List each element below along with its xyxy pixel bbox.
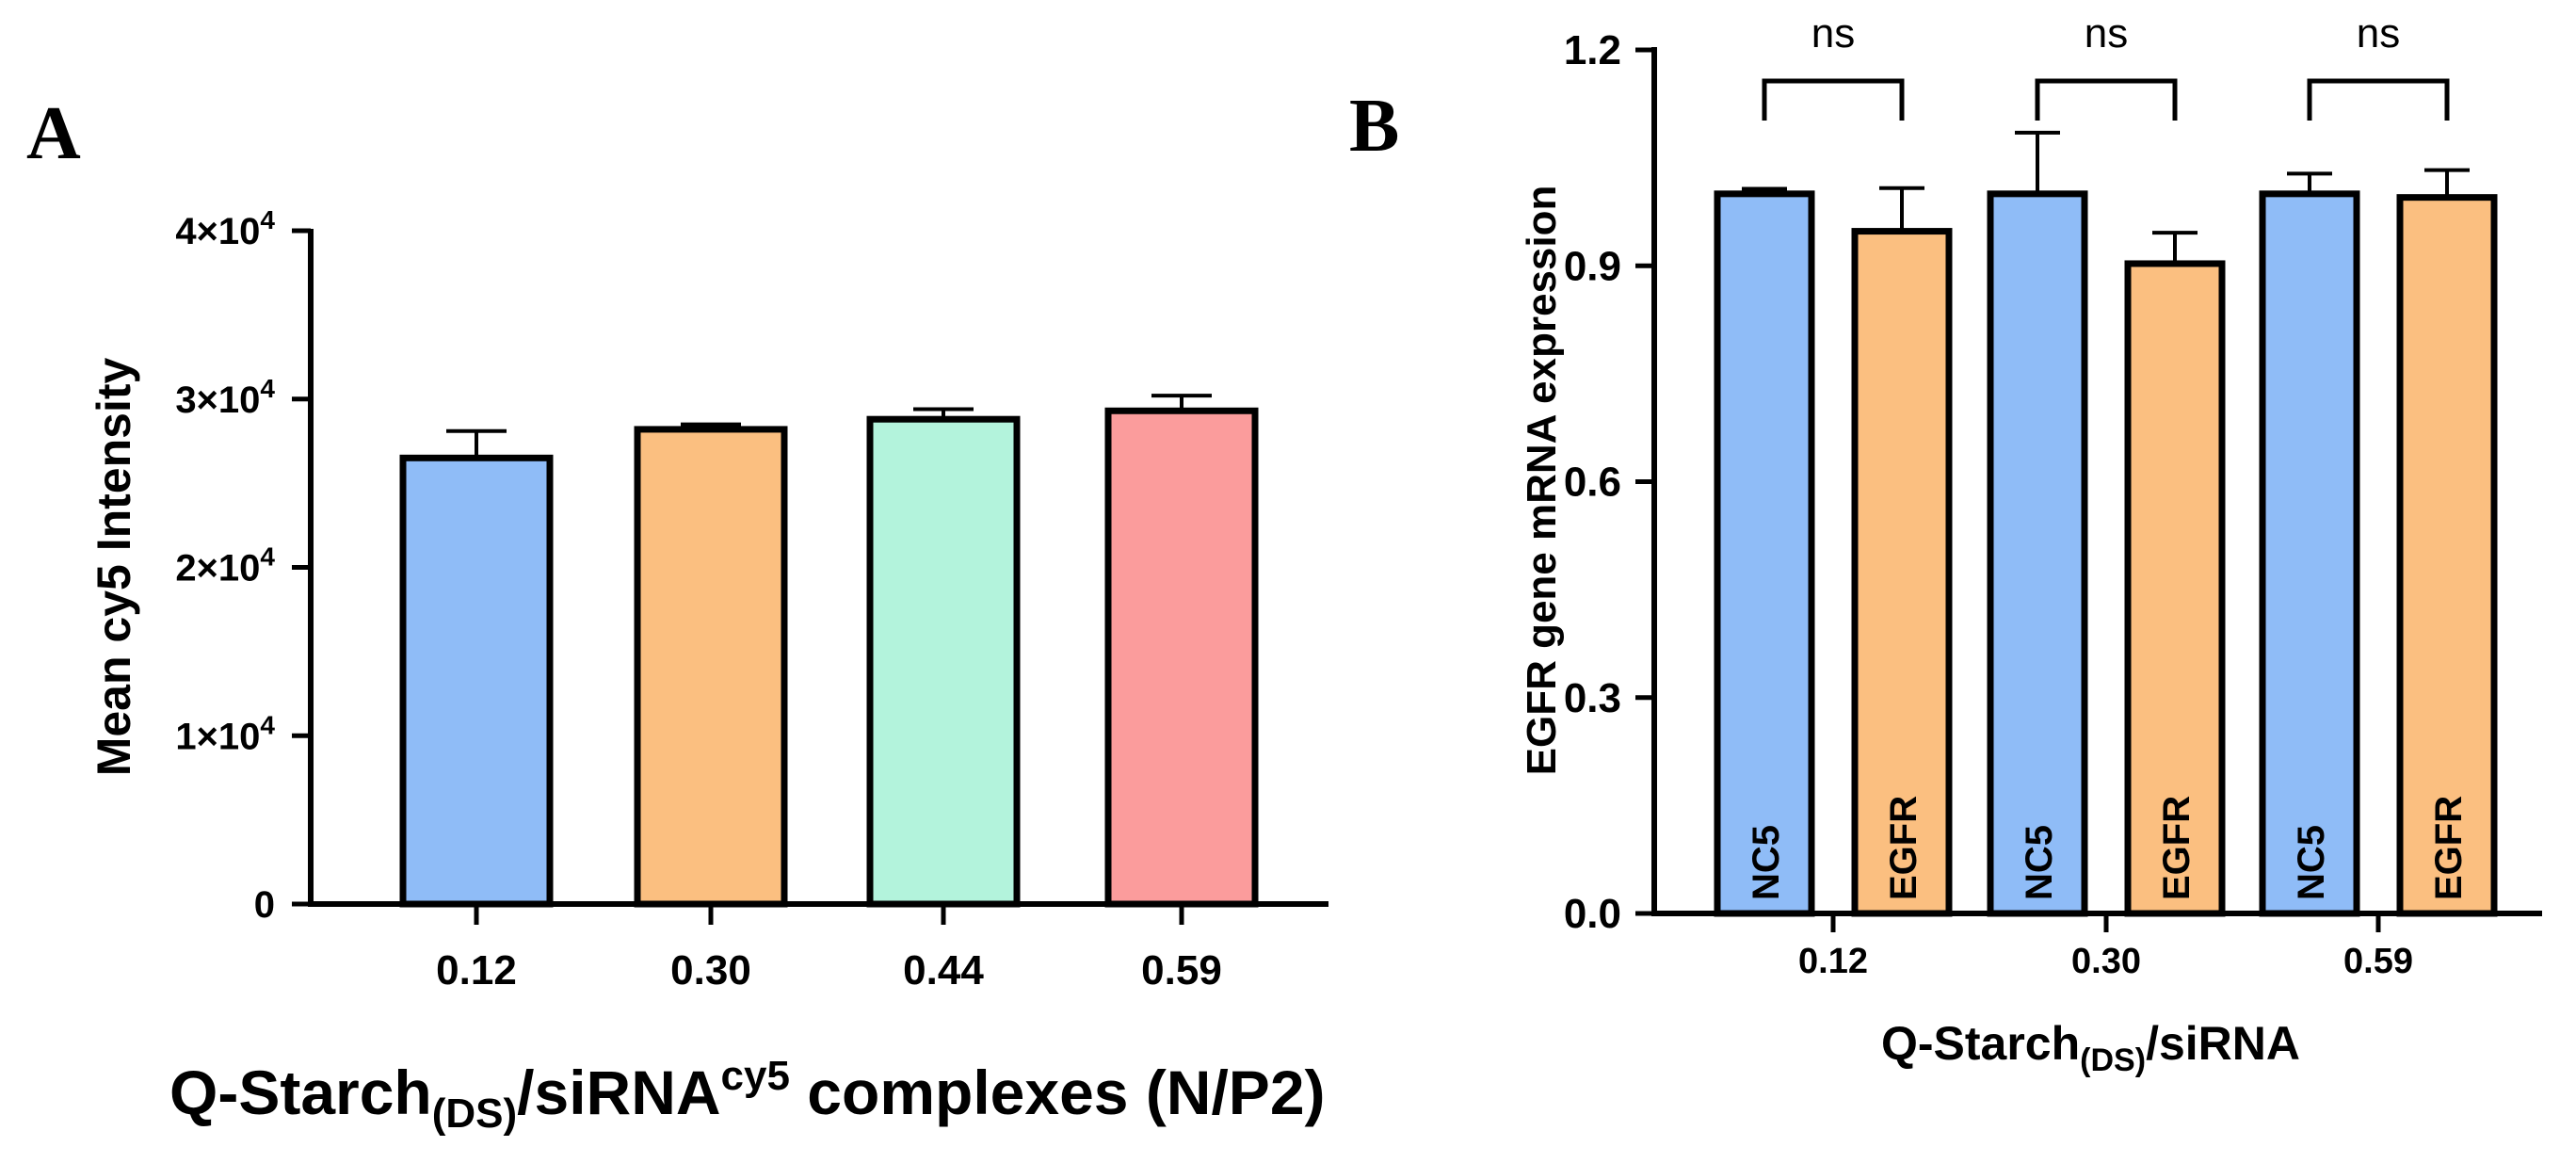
x-label-superscript: cy5 bbox=[721, 1053, 790, 1099]
y-tick-base: 0 bbox=[254, 884, 275, 926]
panel-a-x-axis-ticks: 0.12 0.30 0.44 0.59 bbox=[436, 904, 1222, 993]
y-tick-exponent: 4 bbox=[260, 542, 275, 572]
significance-bracket bbox=[2035, 78, 2178, 121]
x-label-mid: /siRNA bbox=[517, 1058, 720, 1127]
x-tick-label: 0.12 bbox=[1798, 942, 1868, 981]
y-tick-base: 2×10 bbox=[175, 548, 260, 590]
panel-a-label: A bbox=[26, 92, 81, 175]
y-tick-label: 2×104 bbox=[175, 542, 275, 590]
x-label-subscript: (DS) bbox=[432, 1090, 517, 1137]
bar-nc5 bbox=[2259, 190, 2360, 917]
y-tick-label: 4×104 bbox=[175, 205, 275, 252]
panel-b-label: B bbox=[1349, 85, 1399, 168]
y-tick-label: 0.0 bbox=[1564, 891, 1621, 937]
panel-b-x-axis-label: Q-Starch(DS)/siRNA bbox=[1881, 1017, 2300, 1078]
x-tick-label: 0.12 bbox=[436, 947, 517, 993]
panel-b-y-axis-label: EGFR gene mRNA expression bbox=[1519, 186, 1565, 776]
y-tick-exponent: 4 bbox=[260, 205, 275, 234]
bar-label: EGFR bbox=[2156, 796, 2198, 900]
y-tick-label: 0.3 bbox=[1564, 675, 1621, 721]
x-tick-label: 0.44 bbox=[903, 947, 984, 993]
x-label-tail: complexes (N/P2) bbox=[790, 1058, 1326, 1127]
bar bbox=[399, 454, 554, 908]
y-tick-label: 0.6 bbox=[1564, 460, 1621, 506]
y-tick-base: 3×10 bbox=[175, 380, 260, 421]
significance-label: ns bbox=[2357, 10, 2400, 57]
y-tick-label: 3×104 bbox=[175, 374, 275, 421]
bar-egfr bbox=[2124, 260, 2226, 917]
x-tick-label: 0.30 bbox=[670, 947, 751, 993]
bar bbox=[1104, 407, 1259, 908]
bar-nc5 bbox=[1987, 190, 2088, 917]
x-label-main: Q-Starch bbox=[169, 1058, 432, 1127]
panel-a-x-axis-label: Q-Starch(DS)/siRNAcy5 complexes (N/P2) bbox=[169, 1053, 1326, 1137]
x-tick-label: 0.30 bbox=[2071, 942, 2141, 981]
significance-bracket bbox=[1762, 78, 1905, 121]
y-tick-label: 1.2 bbox=[1564, 27, 1621, 73]
panel-b-y-axis-ticks: 0.0 0.3 0.6 0.9 1.2 bbox=[1564, 27, 1654, 937]
bar-label: NC5 bbox=[2291, 825, 2332, 900]
x-tick-label: 0.59 bbox=[1141, 947, 1222, 993]
panel-b-significance: ns ns ns bbox=[1762, 10, 2450, 121]
x-label-main: Q-Starch bbox=[1881, 1017, 2080, 1070]
significance-label: ns bbox=[1811, 10, 1855, 57]
panel-b-x-axis-ticks: 0.12 0.30 0.59 bbox=[1798, 913, 2413, 981]
significance-label: ns bbox=[2085, 10, 2128, 57]
y-tick-exponent: 4 bbox=[260, 710, 275, 739]
bar-label: EGFR bbox=[1883, 796, 1924, 900]
bar bbox=[634, 426, 788, 908]
y-tick-label: 0.9 bbox=[1564, 243, 1621, 289]
y-tick-base: 1×10 bbox=[175, 716, 260, 757]
panel-b-bars: NC5 EGFR NC5 EGFR NC5 EGFR bbox=[1714, 130, 2498, 917]
y-tick-label: 0 bbox=[254, 884, 275, 926]
significance-bracket bbox=[2307, 78, 2450, 121]
bar-label: NC5 bbox=[1746, 825, 1787, 900]
y-tick-base: 4×10 bbox=[175, 211, 260, 252]
x-label-subscript: (DS) bbox=[2080, 1042, 2146, 1078]
y-tick-label: 1×104 bbox=[175, 710, 275, 757]
bar-nc5 bbox=[1714, 190, 1815, 917]
bar-label: NC5 bbox=[2019, 825, 2060, 900]
x-label-tail: /siRNA bbox=[2146, 1017, 2300, 1070]
y-tick-exponent: 4 bbox=[260, 374, 275, 403]
panel-a-y-axis-label: Mean cy5 Intensity bbox=[88, 358, 140, 777]
bar bbox=[866, 415, 1021, 908]
panel-b: B NC5 EGFR NC5 EGFR NC5 EGFR 0.00.30.60.91.2 … bbox=[1349, 10, 2542, 1078]
x-tick-label: 0.59 bbox=[2343, 942, 2413, 981]
panel-a-bars bbox=[399, 394, 1259, 908]
bar-label: EGFR bbox=[2428, 796, 2470, 900]
